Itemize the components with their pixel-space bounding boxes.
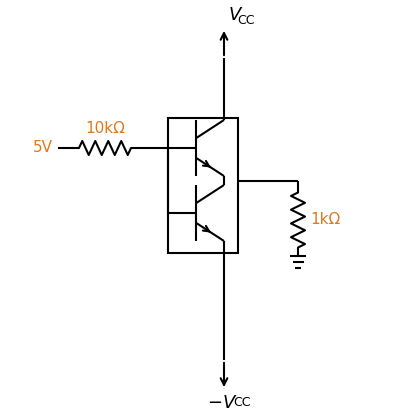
Text: 5V: 5V: [33, 140, 53, 155]
Text: CC: CC: [237, 14, 254, 27]
Text: 1kΩ: 1kΩ: [310, 212, 340, 227]
Text: $-V$: $-V$: [207, 394, 237, 412]
Bar: [168, 118, 238, 253]
Text: $V$: $V$: [228, 6, 243, 24]
Text: 10kΩ: 10kΩ: [85, 121, 125, 136]
Text: CC: CC: [233, 396, 250, 409]
